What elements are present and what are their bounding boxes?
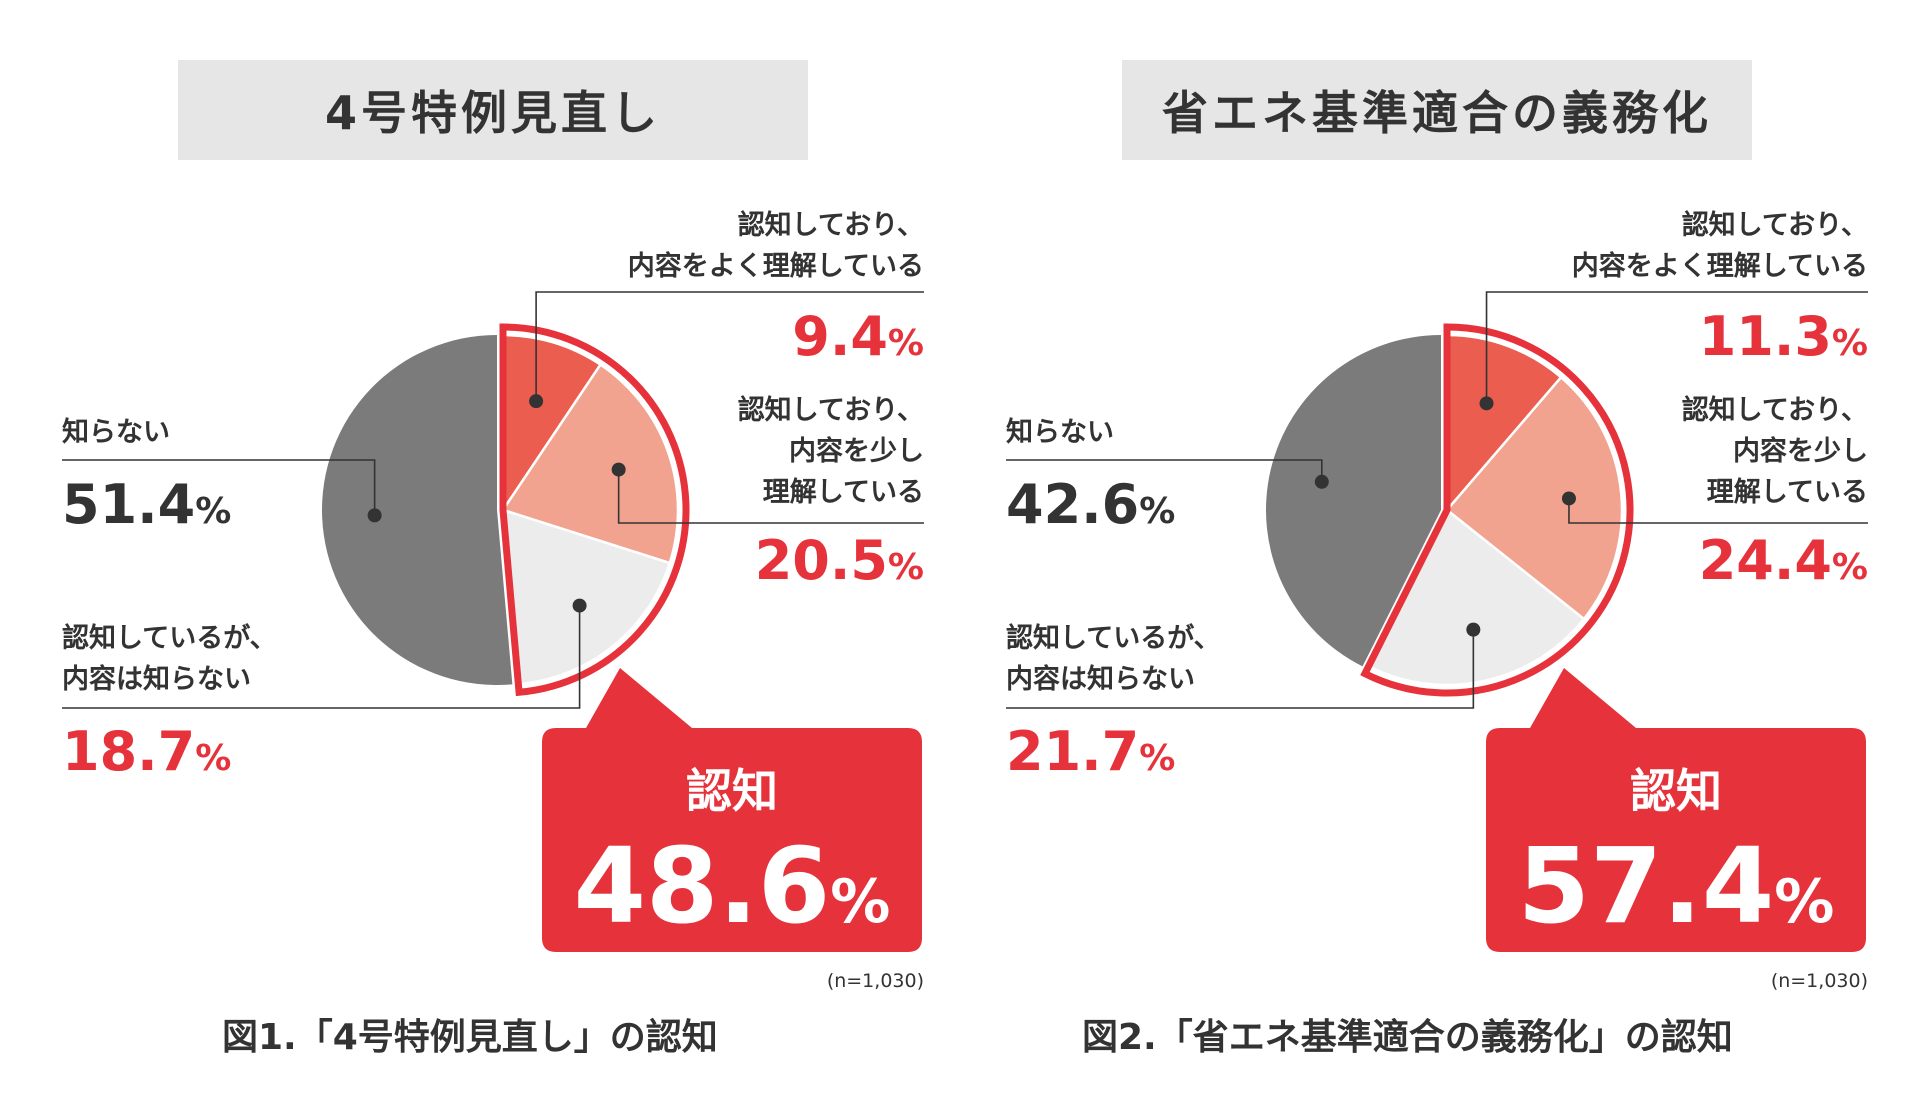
leader-line — [535, 291, 924, 402]
aware-group-outline — [499, 323, 690, 697]
value-aware-no-content: 21.7% — [1006, 720, 1176, 783]
value-unaware: 42.6% — [1006, 473, 1176, 536]
leader-line — [62, 459, 376, 516]
callout-label: 認知 — [686, 764, 778, 818]
slice-understand-little — [501, 362, 680, 565]
callout-bubble — [1486, 668, 1866, 952]
leader-dot — [572, 598, 587, 613]
label-aware-no-content: 認知しているが、 内容は知らない — [1006, 623, 1221, 695]
label-unaware: 知らない — [62, 417, 170, 448]
callout-bubble — [542, 668, 922, 952]
value-unaware: 51.4% — [62, 473, 232, 536]
figure-1: 4号特例見直し 認知しており、 内容をよく理解している 9.4% 認知しており、… — [62, 60, 924, 1058]
pie-chart-svg — [62, 291, 924, 952]
figure-title: 省エネ基準適合の義務化 — [1122, 60, 1752, 160]
leader-dot — [1466, 622, 1481, 637]
leader-line — [62, 605, 581, 709]
slice-understand-well — [1445, 333, 1563, 514]
value-understand-well: 9.4% — [792, 305, 924, 368]
slice-aware-no-content — [1366, 508, 1586, 687]
label-aware-no-content: 認知しているが、 内容は知らない — [62, 623, 277, 695]
value-understand-little: 24.4% — [1698, 529, 1868, 592]
value-understand-well: 11.3% — [1698, 305, 1868, 368]
label-understand-well: 認知しており、 内容をよく理解している — [627, 210, 924, 282]
slice-unaware — [322, 335, 513, 685]
leader-dot — [1479, 396, 1494, 411]
label-understand-little: 認知しており、 内容を少し 理解している — [737, 395, 924, 508]
leader-line — [1568, 498, 1868, 524]
leader-dot — [1561, 491, 1576, 506]
leader-line — [1485, 291, 1868, 404]
leader-dot — [1314, 474, 1329, 489]
sample-size-note: (n=1,030) — [1770, 970, 1868, 992]
figure-title: 4号特例見直し — [178, 60, 808, 160]
label-unaware: 知らない — [1006, 417, 1114, 448]
leader-line — [1006, 629, 1475, 709]
slice-unaware — [1266, 335, 1441, 667]
sample-size-note: (n=1,030) — [826, 970, 924, 992]
leader-dot — [611, 462, 626, 477]
leader-line — [617, 469, 924, 524]
aware-group-outline — [1360, 323, 1634, 697]
label-understand-well: 認知しており、 内容をよく理解している — [1571, 210, 1868, 282]
value-understand-little: 20.5% — [754, 529, 924, 592]
figure-caption: 図2.「省エネ基準適合の義務化」の認知 — [1082, 1017, 1733, 1058]
figure-caption: 図1.「4号特例見直し」の認知 — [222, 1017, 718, 1058]
leader-dot — [529, 394, 544, 409]
slice-understand-little — [1445, 375, 1624, 621]
value-aware-no-content: 18.7% — [62, 720, 232, 783]
figure-2: 省エネ基準適合の義務化 認知しており、 内容をよく理解している 11.3% 認知… — [944, 0, 1904, 1100]
callout-value: 48.6% — [573, 825, 891, 947]
leader-dot — [367, 508, 382, 523]
pie-chart-svg — [1006, 291, 1868, 952]
callout-value: 57.4% — [1517, 825, 1835, 947]
leader-line — [1006, 459, 1323, 482]
slice-aware-no-content — [501, 508, 672, 686]
label-understand-little: 認知しており、 内容を少し 理解している — [1681, 395, 1868, 508]
callout-label: 認知 — [1630, 764, 1722, 818]
slice-understand-well — [501, 333, 603, 515]
